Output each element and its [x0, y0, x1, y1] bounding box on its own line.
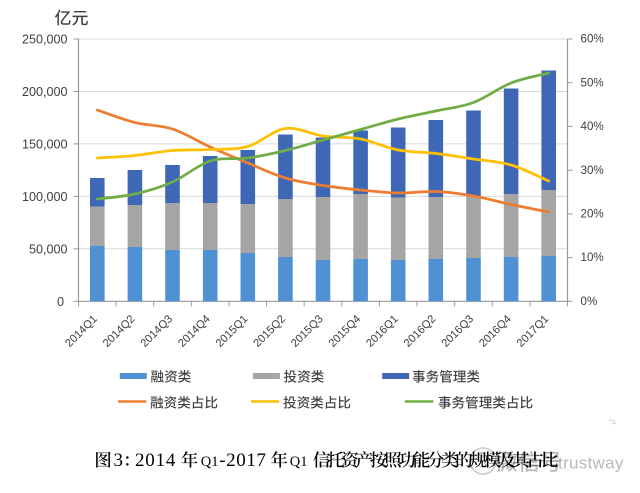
svg-text:Q: Q: [290, 454, 301, 470]
svg-text:20%: 20%: [581, 208, 604, 221]
svg-text:10%: 10%: [581, 251, 604, 264]
svg-text:1: 1: [211, 454, 218, 470]
svg-text:150,000: 150,000: [22, 138, 68, 152]
svg-text:30%: 30%: [581, 164, 604, 177]
svg-text:50,000: 50,000: [29, 243, 68, 257]
svg-text:0%: 0%: [581, 295, 598, 308]
svg-text:2014: 2014: [135, 450, 176, 471]
svg-text:trustway: trustway: [558, 454, 624, 473]
svg-text:100,000: 100,000: [22, 190, 68, 204]
svg-text:250,000: 250,000: [22, 33, 68, 47]
svg-text:3: 3: [114, 450, 124, 471]
svg-text:40%: 40%: [581, 120, 604, 133]
svg-text:200,000: 200,000: [22, 85, 68, 99]
svg-text:1: 1: [300, 454, 307, 470]
svg-text:-2017: -2017: [219, 450, 266, 471]
svg-text::: :: [554, 455, 558, 472]
svg-text:50%: 50%: [581, 76, 604, 89]
svg-text:Q: Q: [201, 454, 212, 470]
svg-text:60%: 60%: [581, 33, 604, 46]
svg-text:0: 0: [57, 295, 64, 309]
